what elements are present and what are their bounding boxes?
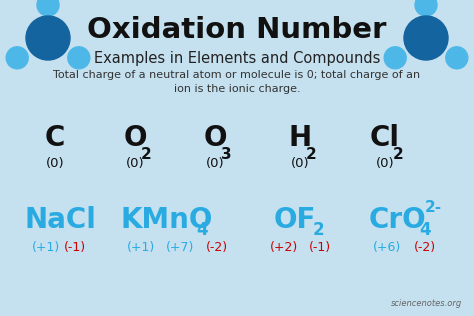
Text: (+2): (+2) [270, 241, 298, 254]
Text: (-1): (-1) [309, 241, 331, 254]
Text: (0): (0) [126, 156, 144, 169]
Text: 2: 2 [306, 147, 317, 162]
Circle shape [6, 47, 28, 69]
Text: 4: 4 [419, 221, 431, 239]
Text: NaCl: NaCl [24, 206, 96, 234]
Text: OF: OF [274, 206, 316, 234]
Text: H: H [289, 124, 311, 152]
Text: 3: 3 [221, 147, 232, 162]
Text: (0): (0) [291, 156, 310, 169]
Text: Examples in Elements and Compounds: Examples in Elements and Compounds [94, 51, 380, 65]
Circle shape [415, 0, 437, 16]
Text: (-2): (-2) [414, 241, 436, 254]
Circle shape [26, 16, 70, 60]
Text: Oxidation Number: Oxidation Number [87, 16, 387, 44]
Text: 2: 2 [393, 147, 404, 162]
Text: 2-: 2- [424, 200, 442, 216]
Text: (+1): (+1) [32, 241, 60, 254]
Text: (-1): (-1) [64, 241, 86, 254]
Text: 2: 2 [141, 147, 152, 162]
Text: O: O [123, 124, 147, 152]
Text: 2: 2 [312, 221, 324, 239]
Text: O: O [203, 124, 227, 152]
Text: (-2): (-2) [206, 241, 228, 254]
Text: (+6): (+6) [373, 241, 401, 254]
Text: sciencenotes.org: sciencenotes.org [391, 299, 462, 308]
Text: Total charge of a neutral atom or molecule is 0; total charge of an
ion is the i: Total charge of a neutral atom or molecu… [54, 70, 420, 94]
Circle shape [384, 47, 406, 69]
Text: C: C [45, 124, 65, 152]
Text: 4: 4 [196, 221, 208, 239]
Text: Cl: Cl [370, 124, 400, 152]
Text: (0): (0) [46, 156, 64, 169]
Text: CrO: CrO [368, 206, 426, 234]
Text: (0): (0) [206, 156, 224, 169]
Text: (0): (0) [376, 156, 394, 169]
Text: (+1): (+1) [127, 241, 155, 254]
Circle shape [404, 16, 448, 60]
Circle shape [446, 47, 468, 69]
Text: KMnO: KMnO [121, 206, 213, 234]
Text: (+7): (+7) [166, 241, 194, 254]
Circle shape [68, 47, 90, 69]
Circle shape [37, 0, 59, 16]
